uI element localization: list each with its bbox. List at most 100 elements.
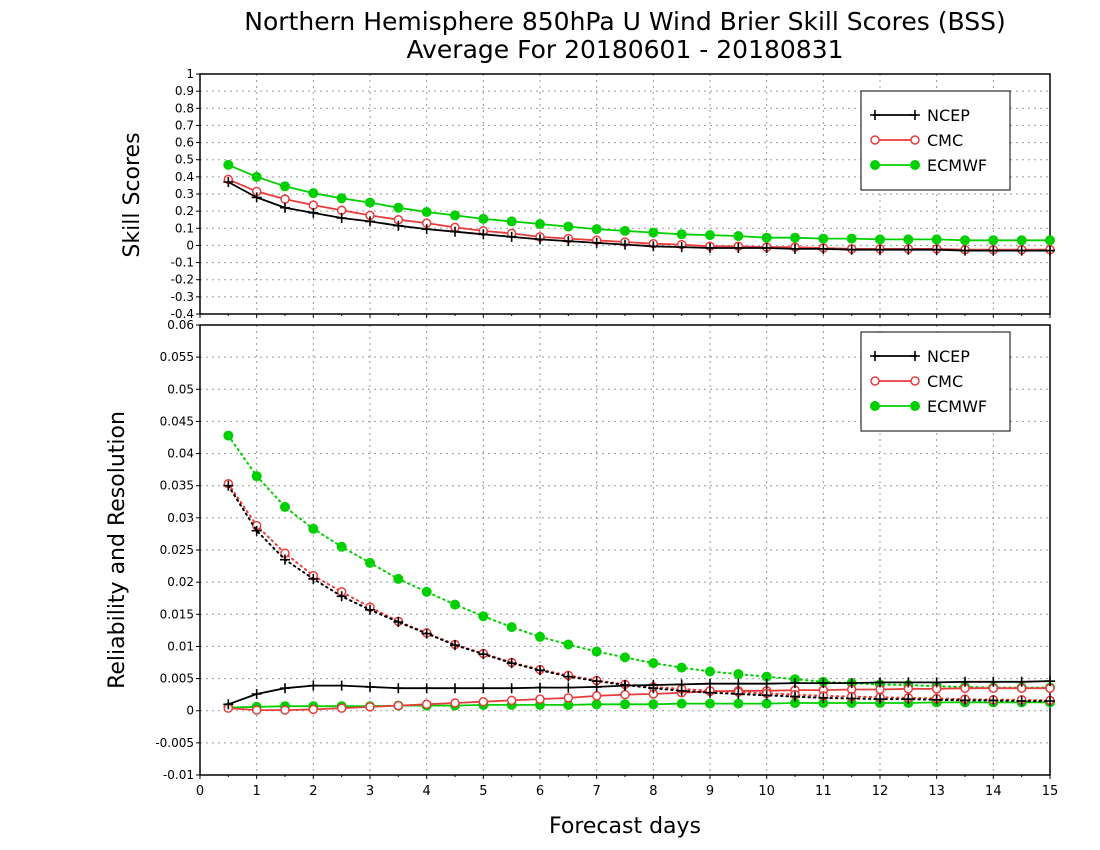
data-point bbox=[478, 229, 489, 240]
data-point bbox=[336, 541, 347, 552]
data-point bbox=[818, 698, 829, 708]
legend-marker bbox=[870, 351, 880, 361]
data-point bbox=[705, 230, 715, 241]
legend-label-ecmwf: ECMWF bbox=[927, 397, 987, 416]
data-point bbox=[506, 216, 517, 227]
data-point bbox=[676, 685, 687, 696]
data-point bbox=[846, 678, 857, 689]
series-ecmwf bbox=[223, 159, 1055, 246]
data-point bbox=[535, 694, 545, 704]
data-point bbox=[450, 599, 460, 610]
data-point bbox=[903, 234, 914, 245]
data-point bbox=[308, 523, 319, 534]
y-tick-label: 0.5 bbox=[175, 153, 194, 167]
data-point bbox=[393, 220, 404, 231]
data-point bbox=[591, 676, 602, 687]
data-point bbox=[478, 611, 489, 622]
y-tick-label: 0.01 bbox=[167, 639, 194, 653]
legend-label-ecmwf: ECMWF bbox=[927, 156, 987, 175]
data-point bbox=[676, 229, 687, 240]
data-point bbox=[251, 471, 262, 482]
y-tick-label: 0.7 bbox=[175, 118, 194, 132]
legend-marker bbox=[910, 376, 920, 386]
y-tick-label: 0.005 bbox=[160, 672, 194, 686]
data-point bbox=[280, 705, 290, 715]
data-point bbox=[648, 658, 659, 669]
data-point bbox=[903, 677, 914, 688]
data-point bbox=[563, 693, 574, 703]
data-point bbox=[450, 640, 460, 651]
x-tick-label: 5 bbox=[479, 784, 487, 799]
data-point bbox=[846, 233, 857, 244]
y-tick-label: -0.2 bbox=[171, 273, 194, 287]
series-ncep-resolution bbox=[223, 480, 1055, 707]
data-point bbox=[733, 243, 744, 253]
data-point bbox=[535, 234, 545, 245]
legend-marker bbox=[910, 160, 920, 170]
y-tick-label: 0.055 bbox=[160, 350, 194, 364]
series-ncep-reliability bbox=[223, 676, 1055, 710]
data-point bbox=[251, 705, 262, 715]
data-point bbox=[223, 177, 234, 187]
y-tick-label: 0 bbox=[186, 238, 194, 252]
data-point bbox=[705, 698, 715, 709]
legend-marker bbox=[870, 401, 880, 411]
data-point bbox=[450, 226, 460, 237]
x-tick-label: 2 bbox=[309, 784, 317, 799]
data-point bbox=[280, 181, 290, 192]
data-point bbox=[251, 192, 262, 203]
x-axis-label: Forecast days bbox=[549, 814, 701, 839]
legend-marker bbox=[870, 135, 880, 145]
data-point bbox=[421, 207, 432, 217]
y-tick-label: -0.005 bbox=[155, 736, 194, 750]
x-tick-label: 0 bbox=[196, 784, 204, 799]
data-point bbox=[563, 699, 574, 710]
y-tick-label: 0.2 bbox=[175, 204, 194, 218]
y-tick-label: -0.3 bbox=[171, 290, 194, 304]
data-point bbox=[393, 573, 404, 584]
data-point bbox=[421, 628, 432, 639]
y-tick-label: 0 bbox=[186, 704, 194, 718]
data-point bbox=[591, 699, 602, 710]
data-point bbox=[790, 691, 800, 702]
y-tick-label: -0.4 bbox=[171, 307, 194, 321]
series-line bbox=[227, 434, 1051, 689]
y-tick-label: 0.05 bbox=[167, 382, 194, 396]
data-point bbox=[761, 690, 772, 701]
legend-label-ncep: NCEP bbox=[927, 106, 970, 125]
x-tick-label: 7 bbox=[593, 784, 601, 799]
bottom-y-axis-label: Reliability and Resolution bbox=[105, 411, 130, 689]
data-point bbox=[421, 586, 432, 597]
data-point bbox=[591, 237, 602, 248]
chart-title: Northern Hemisphere 850hPa U Wind Brier … bbox=[244, 7, 1005, 36]
y-tick-label: -0.01 bbox=[163, 768, 194, 782]
data-point bbox=[761, 243, 772, 253]
legend-marker bbox=[910, 135, 920, 145]
data-point bbox=[761, 698, 772, 709]
data-point bbox=[393, 683, 404, 694]
data-point bbox=[761, 678, 772, 689]
top-panel-skill-scores: Skill Scores -0.4 -0.3 -0.2 -0.1 0 0.1 0.2 0.3 0… bbox=[120, 67, 1055, 321]
y-tick-label: 0.045 bbox=[160, 414, 194, 428]
series-line bbox=[227, 680, 1051, 706]
data-point bbox=[620, 239, 630, 250]
data-point bbox=[903, 694, 914, 705]
data-point bbox=[988, 695, 999, 706]
x-tick-label: 9 bbox=[706, 784, 714, 799]
data-point bbox=[733, 678, 744, 689]
data-point bbox=[903, 244, 914, 255]
top-y-axis-label: Skill Scores bbox=[120, 132, 145, 257]
data-point bbox=[393, 700, 404, 711]
data-point bbox=[506, 695, 517, 706]
x-tick-label: 1 bbox=[253, 784, 261, 799]
data-point bbox=[223, 159, 234, 170]
data-point bbox=[535, 682, 545, 693]
y-tick-label: 0.06 bbox=[167, 318, 194, 332]
data-point bbox=[478, 649, 489, 660]
data-point bbox=[733, 669, 744, 680]
data-point bbox=[620, 225, 630, 236]
data-point bbox=[705, 687, 715, 698]
data-point bbox=[733, 689, 744, 699]
data-point bbox=[535, 631, 545, 642]
data-point bbox=[705, 666, 715, 677]
